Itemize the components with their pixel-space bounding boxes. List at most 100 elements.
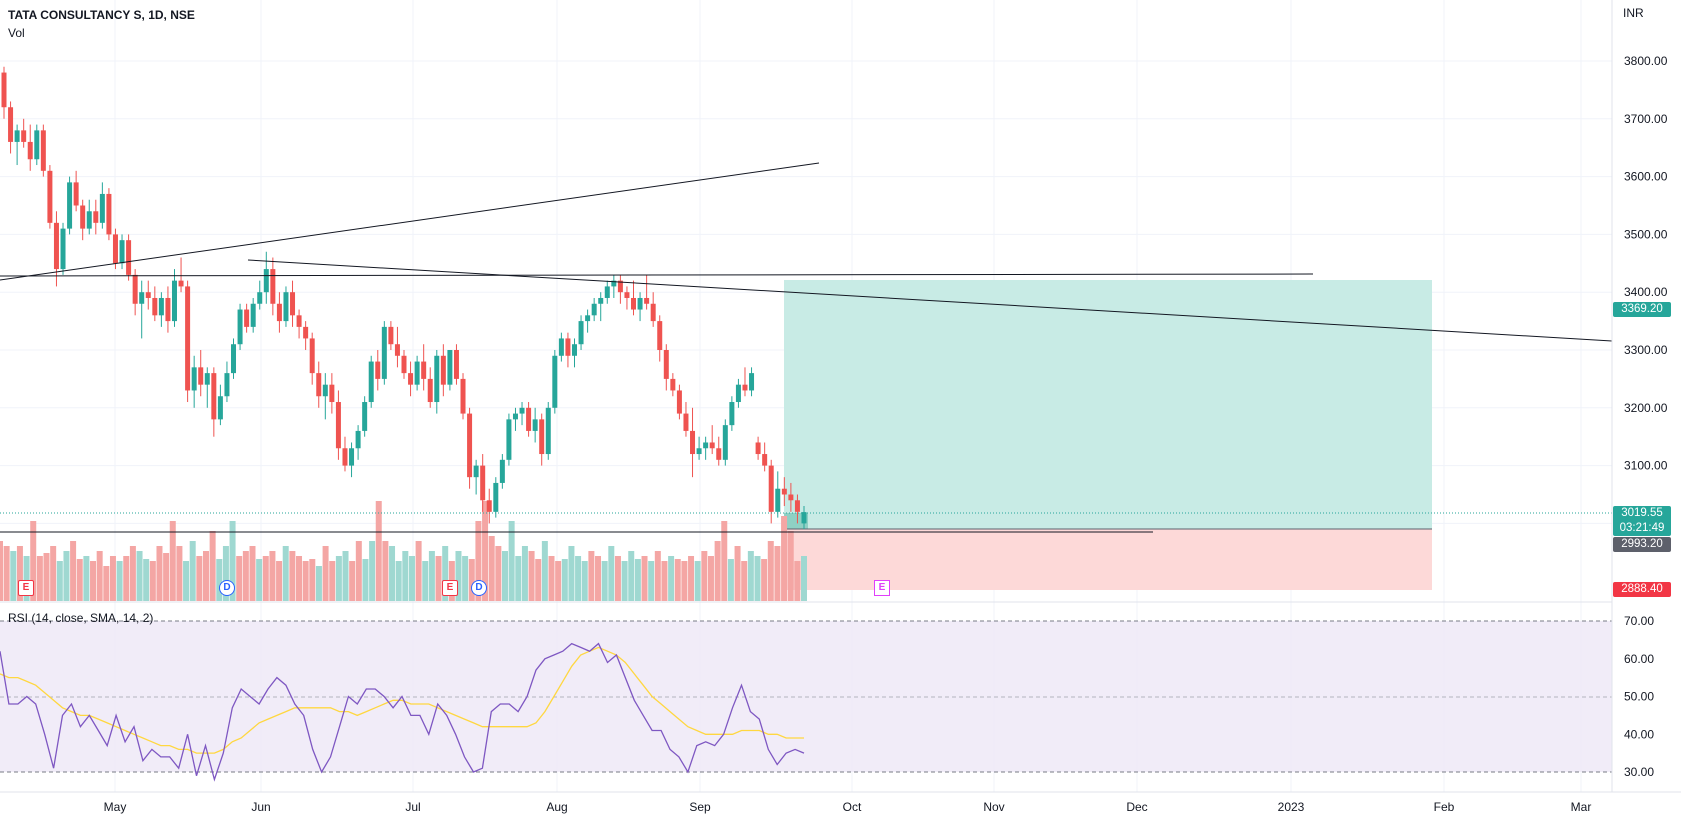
volume-bar [76, 559, 83, 601]
candle-body [722, 425, 728, 460]
trendline-rising[interactable] [0, 162, 820, 281]
volume-bar [296, 556, 303, 601]
candle-body [191, 367, 197, 391]
candle-body [788, 494, 794, 501]
candle-body [126, 240, 132, 275]
volume-bar [588, 551, 595, 601]
time-tick-label: Oct [843, 800, 862, 814]
volume-bar [389, 546, 396, 601]
candle-body [696, 448, 702, 455]
candle-body [676, 390, 682, 414]
candle-body [381, 326, 387, 379]
candle-body [755, 442, 761, 455]
volume-bar [83, 556, 90, 601]
candle-body [434, 355, 440, 403]
candle-body [309, 338, 315, 374]
rsi-tick-label: 40.00 [1624, 727, 1654, 741]
volume-bar [468, 559, 475, 601]
volume-bar [475, 521, 482, 601]
volume-bar [309, 559, 316, 601]
candle-body [749, 373, 755, 391]
volume-bar [495, 546, 502, 601]
volume-label[interactable]: Vol [8, 26, 25, 40]
candle-body [152, 297, 158, 316]
upcoming-earnings-marker[interactable]: E [874, 580, 890, 596]
candle-body [690, 430, 696, 455]
earnings-marker[interactable]: E [442, 580, 458, 596]
candle-body [112, 234, 118, 264]
candle-body [217, 396, 223, 420]
candle-body [519, 407, 525, 414]
trendline-falling[interactable] [247, 259, 1613, 342]
candle-body [40, 130, 46, 171]
candle-body [394, 344, 400, 356]
volume-bar [408, 556, 415, 601]
candle-body [460, 378, 466, 414]
volume-bar [581, 561, 588, 601]
candle-body [539, 419, 545, 455]
rsi-label[interactable]: RSI (14, close, SMA, 14, 2) [8, 611, 154, 625]
dividend-marker[interactable]: D [471, 580, 487, 596]
volume-bar [541, 541, 548, 601]
trendlines[interactable] [0, 162, 1613, 533]
volume-bar [688, 556, 695, 601]
volume-bar [754, 556, 761, 601]
volume-bar [741, 561, 748, 601]
volume-bar [109, 556, 116, 601]
candle-body [657, 321, 663, 350]
candle-body [119, 240, 125, 264]
volume-bar [169, 521, 176, 601]
candle-body [290, 292, 296, 316]
rsi-axis[interactable]: 70.00 60.00 50.00 40.00 30.00 [1624, 614, 1654, 779]
candle-body [303, 326, 309, 339]
candle-body [631, 297, 637, 310]
volume-bar [149, 561, 156, 601]
dividend-marker[interactable]: D [219, 580, 235, 596]
trendline-horizontal-resistance[interactable] [0, 273, 1314, 277]
volume-bar [196, 556, 203, 601]
candle-body [139, 292, 145, 304]
candle-body [21, 130, 27, 142]
time-tick-label: May [104, 800, 127, 814]
volume-bar [23, 556, 30, 601]
candle-body [742, 384, 748, 391]
candle-body [224, 373, 230, 397]
candle-body [257, 292, 263, 304]
candle-body [53, 222, 59, 270]
volume-bar [176, 546, 183, 601]
volume-bar [163, 553, 170, 601]
time-tick-label: Sep [689, 800, 711, 814]
currency-label: INR [1623, 6, 1644, 20]
symbol-title[interactable]: TATA CONSULTANCY S, 1D, NSE [8, 8, 195, 22]
time-axis[interactable]: May Jun Jul Aug Sep Oct Nov Dec 2023 Feb Mar [104, 800, 1592, 814]
candle-body [506, 419, 512, 460]
volume-bar [56, 561, 63, 601]
candle-body [768, 465, 774, 512]
volume-bar [661, 561, 668, 601]
candle-body [158, 297, 164, 316]
volume-bar [216, 559, 223, 601]
volume-bar [322, 546, 329, 601]
candle-body [526, 407, 532, 431]
volume-bar [96, 551, 103, 601]
volume-bar [349, 561, 356, 601]
price-axis[interactable]: 3800.00 3700.00 3600.00 3500.00 3400.00 3300.… [1624, 54, 1668, 530]
candle-body [349, 448, 355, 466]
volume-bar [375, 501, 382, 601]
candle-body [171, 280, 177, 322]
volume-bar [694, 561, 701, 601]
candle-body [670, 378, 676, 391]
volume-bar [641, 556, 648, 601]
profit-zone [784, 280, 1432, 529]
candle-body [585, 315, 591, 322]
volume-bar [315, 566, 322, 601]
rsi-tick-label: 30.00 [1624, 765, 1654, 779]
candle-body [401, 355, 407, 374]
volume-bar [601, 561, 608, 601]
earnings-marker[interactable]: E [18, 580, 34, 596]
time-tick-label: Aug [546, 800, 567, 814]
volume-bar [727, 559, 734, 601]
candle-body [663, 350, 669, 379]
volume-bar [508, 521, 515, 601]
